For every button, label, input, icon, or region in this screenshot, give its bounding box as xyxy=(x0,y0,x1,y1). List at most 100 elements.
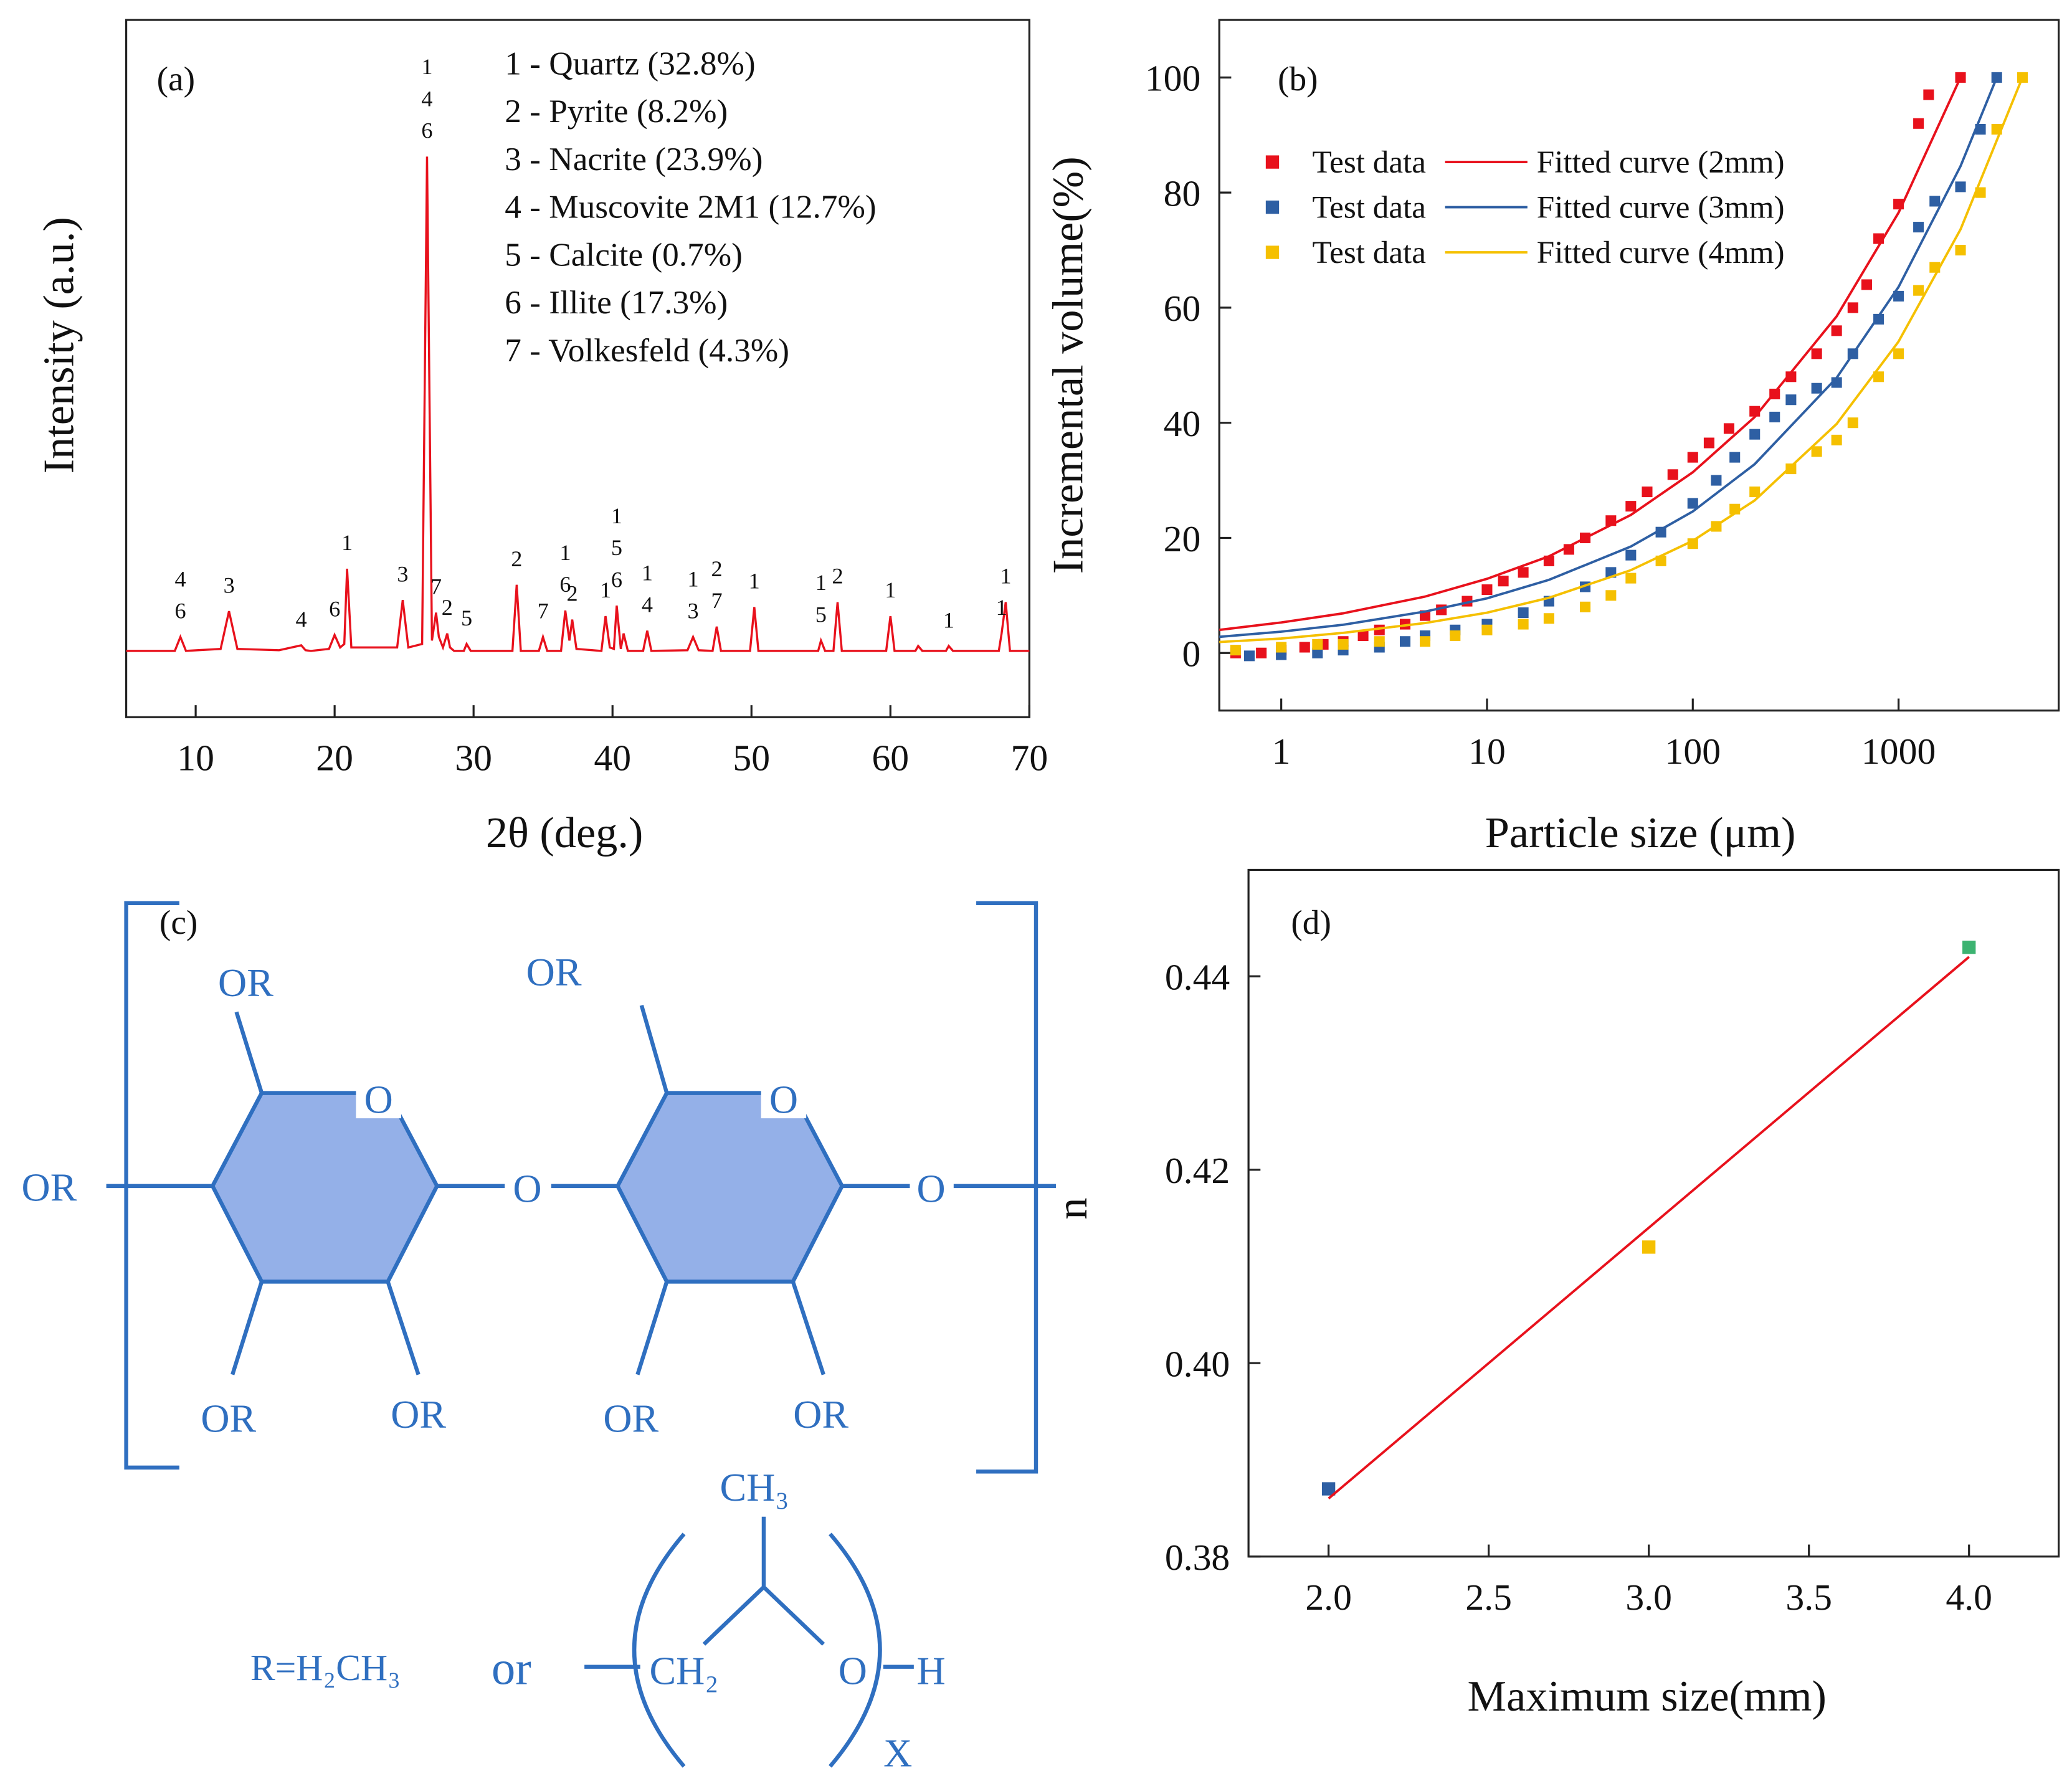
peak-label: 1 xyxy=(559,540,571,565)
y-tick-label: 0.42 xyxy=(1165,1150,1230,1191)
peak-label: 2 xyxy=(442,595,453,620)
data-point xyxy=(1811,348,1822,359)
x-tick-label: 10 xyxy=(1468,731,1506,772)
x-tick-label: 1000 xyxy=(1861,731,1936,772)
y-tick-label: 0.40 xyxy=(1165,1344,1230,1385)
data-point xyxy=(1749,429,1761,440)
data-line xyxy=(1219,77,1998,639)
data-point xyxy=(1543,613,1554,624)
peak-label: 6 xyxy=(559,572,571,597)
data-point xyxy=(1625,549,1637,561)
substituent: OR xyxy=(22,1165,77,1209)
data-point xyxy=(1256,647,1267,658)
y-axis-title: n xyxy=(1048,1198,1096,1220)
data-point xyxy=(1873,371,1884,382)
data-point xyxy=(1605,590,1617,601)
peak-label: 1 xyxy=(996,595,1007,620)
peak-label: 1 xyxy=(600,577,611,602)
data-line xyxy=(126,156,1030,652)
peak-label: 6 xyxy=(421,118,432,143)
panel-label: (a) xyxy=(157,60,196,98)
legend-marker xyxy=(1265,200,1280,214)
data-point xyxy=(1913,222,1924,233)
ring xyxy=(210,1091,440,1284)
peak-label: 7 xyxy=(430,574,442,599)
peak-label: 1 xyxy=(688,567,699,592)
peak-label: 5 xyxy=(461,606,472,630)
substituent: OR xyxy=(603,1396,658,1440)
ring-oxygen: O xyxy=(769,1078,798,1122)
data-point xyxy=(1481,624,1493,635)
peak-label: 1 xyxy=(815,570,827,595)
legend-label: Fitted curve (3mm) xyxy=(1537,190,1785,226)
peak-label: 3 xyxy=(688,599,699,624)
repeat: X xyxy=(883,1731,912,1775)
y-tick-label: 20 xyxy=(1164,518,1201,559)
substituent: OR xyxy=(218,961,273,1005)
legend-label: Test data xyxy=(1312,235,1426,270)
legend-text: 7 - Volkesfeld (4.3%) xyxy=(505,332,789,369)
data-point xyxy=(1667,469,1678,480)
x-axis-title: Particle size (μm) xyxy=(1485,809,1796,857)
data-point xyxy=(1642,487,1653,498)
x-tick-label: 4.0 xyxy=(1946,1577,1992,1618)
data-point xyxy=(1723,423,1734,434)
data-point xyxy=(1831,325,1842,336)
data-point xyxy=(1625,501,1637,512)
peak-label: 5 xyxy=(611,535,622,560)
legend-text: 4 - Muscovite 2M1 (12.7%) xyxy=(505,189,876,226)
data-point xyxy=(1312,647,1323,658)
or: or xyxy=(492,1641,531,1694)
data-point xyxy=(1243,650,1255,662)
peak-label: 3 xyxy=(397,561,408,586)
x-tick-label: 2.5 xyxy=(1465,1577,1512,1618)
plot-frame xyxy=(1218,19,2060,712)
data-point xyxy=(1711,475,1722,486)
peak-label: 4 xyxy=(175,567,186,592)
data-point xyxy=(1913,118,1924,129)
data-point xyxy=(1785,394,1797,406)
x-tick-label: 1 xyxy=(1272,731,1291,772)
data-point xyxy=(1498,576,1509,587)
peak-label: 4 xyxy=(421,86,432,111)
data-point xyxy=(1749,487,1761,498)
peak-label: 3 xyxy=(224,572,235,597)
y-axis-title: Incremental volume(%) xyxy=(1044,156,1093,574)
peak-label: 1 xyxy=(749,569,760,594)
data-point xyxy=(1913,285,1924,296)
data-point xyxy=(1893,290,1904,302)
methylene: CH₂ xyxy=(649,1648,718,1693)
peak-label: 7 xyxy=(538,599,549,624)
x-tick-label: 2.0 xyxy=(1305,1577,1352,1618)
bridge-oxygen: O xyxy=(513,1166,541,1210)
data-point xyxy=(1929,196,1941,207)
data-line xyxy=(1219,77,2024,644)
y-tick-label: 80 xyxy=(1164,173,1201,214)
data-point xyxy=(1420,636,1431,647)
peak-label: 4 xyxy=(296,607,307,632)
panel-label: (d) xyxy=(1291,903,1331,941)
peak-label: 6 xyxy=(175,599,186,624)
data-point xyxy=(1769,411,1780,422)
substituent: OR xyxy=(526,950,582,994)
data-point xyxy=(1276,642,1287,653)
peak-label: 1 xyxy=(341,530,353,555)
data-point xyxy=(1312,639,1323,650)
data-point xyxy=(1399,636,1411,647)
ring-oxygen: O xyxy=(364,1078,393,1122)
x-tick-label: 50 xyxy=(733,738,770,779)
data-point xyxy=(1338,639,1349,650)
peak-label: 1 xyxy=(421,54,432,79)
label-bg xyxy=(761,1075,807,1119)
parenthesis xyxy=(632,1532,882,1768)
peak-label: 1 xyxy=(611,503,622,528)
y-axis-title: Intensity (a.u.) xyxy=(34,217,83,473)
legend-text: 2 - Pyrite (8.2%) xyxy=(505,93,728,130)
data-point xyxy=(1955,244,1966,256)
x-tick-label: 30 xyxy=(455,738,492,779)
definition: R=H₂CH₃ xyxy=(250,1647,401,1688)
y-tick-label: 60 xyxy=(1164,288,1201,329)
legend-text: 5 - Calcite (0.7%) xyxy=(505,236,743,273)
x-tick-label: 3.5 xyxy=(1785,1577,1832,1618)
